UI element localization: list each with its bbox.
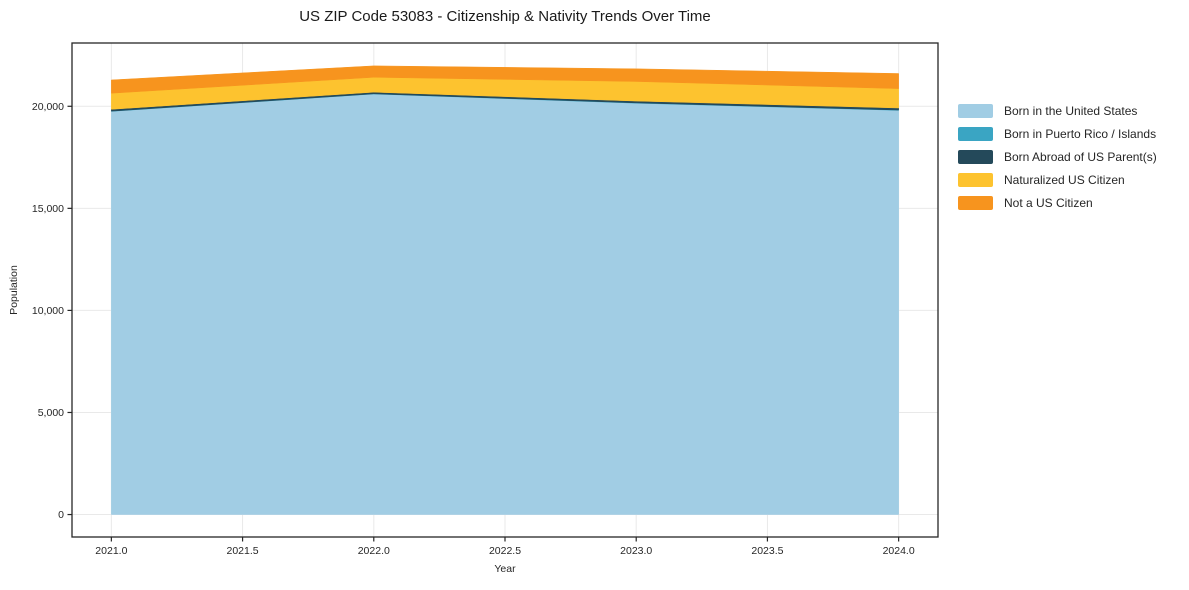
x-tick-label: 2022.5	[489, 545, 521, 557]
legend-swatch	[958, 173, 993, 187]
y-tick-label: 5,000	[38, 407, 64, 419]
y-tick-label: 0	[58, 509, 64, 521]
legend-item-naturalized-us-citizen: Naturalized US Citizen	[958, 173, 1157, 187]
legend-swatch	[958, 104, 993, 118]
legend-label: Born in Puerto Rico / Islands	[1004, 127, 1157, 141]
legend-swatch	[958, 196, 993, 210]
y-tick-label: 10,000	[32, 305, 64, 317]
chart-title: US ZIP Code 53083 - Citizenship & Nativi…	[299, 8, 711, 25]
legend-swatch	[958, 150, 993, 164]
legend-label: Born in the United States	[1004, 104, 1138, 118]
legend-label: Naturalized US Citizen	[1004, 173, 1125, 187]
x-tick-label: 2023.5	[751, 545, 783, 557]
area-born-in-the-united-states	[111, 93, 899, 515]
x-axis-label: Year	[494, 563, 516, 575]
legend-swatch	[958, 127, 993, 141]
x-tick-label: 2024.0	[883, 545, 915, 557]
y-tick-label: 15,000	[32, 203, 64, 215]
legend-label: Born Abroad of US Parent(s)	[1004, 150, 1157, 164]
x-tick-label: 2021.0	[95, 545, 127, 557]
legend-item-born-abroad-of-us-parent-s: Born Abroad of US Parent(s)	[958, 150, 1157, 164]
legend-item-born-in-puerto-rico-islands: Born in Puerto Rico / Islands	[958, 127, 1157, 141]
y-tick-label: 20,000	[32, 101, 64, 113]
legend: Born in the United States Born in Puerto …	[958, 104, 1157, 210]
x-tick-label: 2022.0	[358, 545, 390, 557]
area-not-a-us-citizen	[111, 65, 899, 94]
legend-item-born-in-the-united-states: Born in the United States	[958, 104, 1157, 118]
legend-label: Not a US Citizen	[1004, 196, 1093, 210]
x-tick-label: 2021.5	[227, 545, 259, 557]
legend-item-not-a-us-citizen: Not a US Citizen	[958, 196, 1157, 210]
x-tick-label: 2023.0	[620, 545, 652, 557]
